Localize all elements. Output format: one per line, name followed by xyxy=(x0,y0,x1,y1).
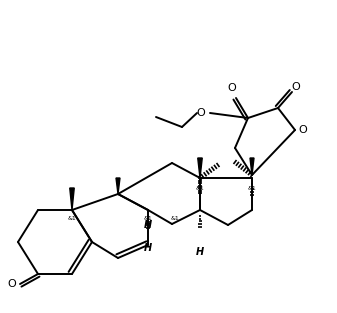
Polygon shape xyxy=(70,188,74,210)
Text: O: O xyxy=(292,82,300,92)
Text: H: H xyxy=(196,247,204,257)
Polygon shape xyxy=(116,178,120,194)
Text: O: O xyxy=(8,279,17,289)
Text: O: O xyxy=(227,83,236,93)
Text: H: H xyxy=(144,220,152,230)
Text: &1: &1 xyxy=(171,215,179,220)
Text: O: O xyxy=(196,108,205,118)
Text: &1: &1 xyxy=(144,215,152,220)
Text: &1: &1 xyxy=(248,186,256,191)
Text: H: H xyxy=(144,243,152,253)
Polygon shape xyxy=(250,158,254,175)
Text: O: O xyxy=(299,125,307,135)
Text: &1: &1 xyxy=(68,215,76,220)
Text: &1: &1 xyxy=(195,186,204,191)
Polygon shape xyxy=(198,158,202,178)
